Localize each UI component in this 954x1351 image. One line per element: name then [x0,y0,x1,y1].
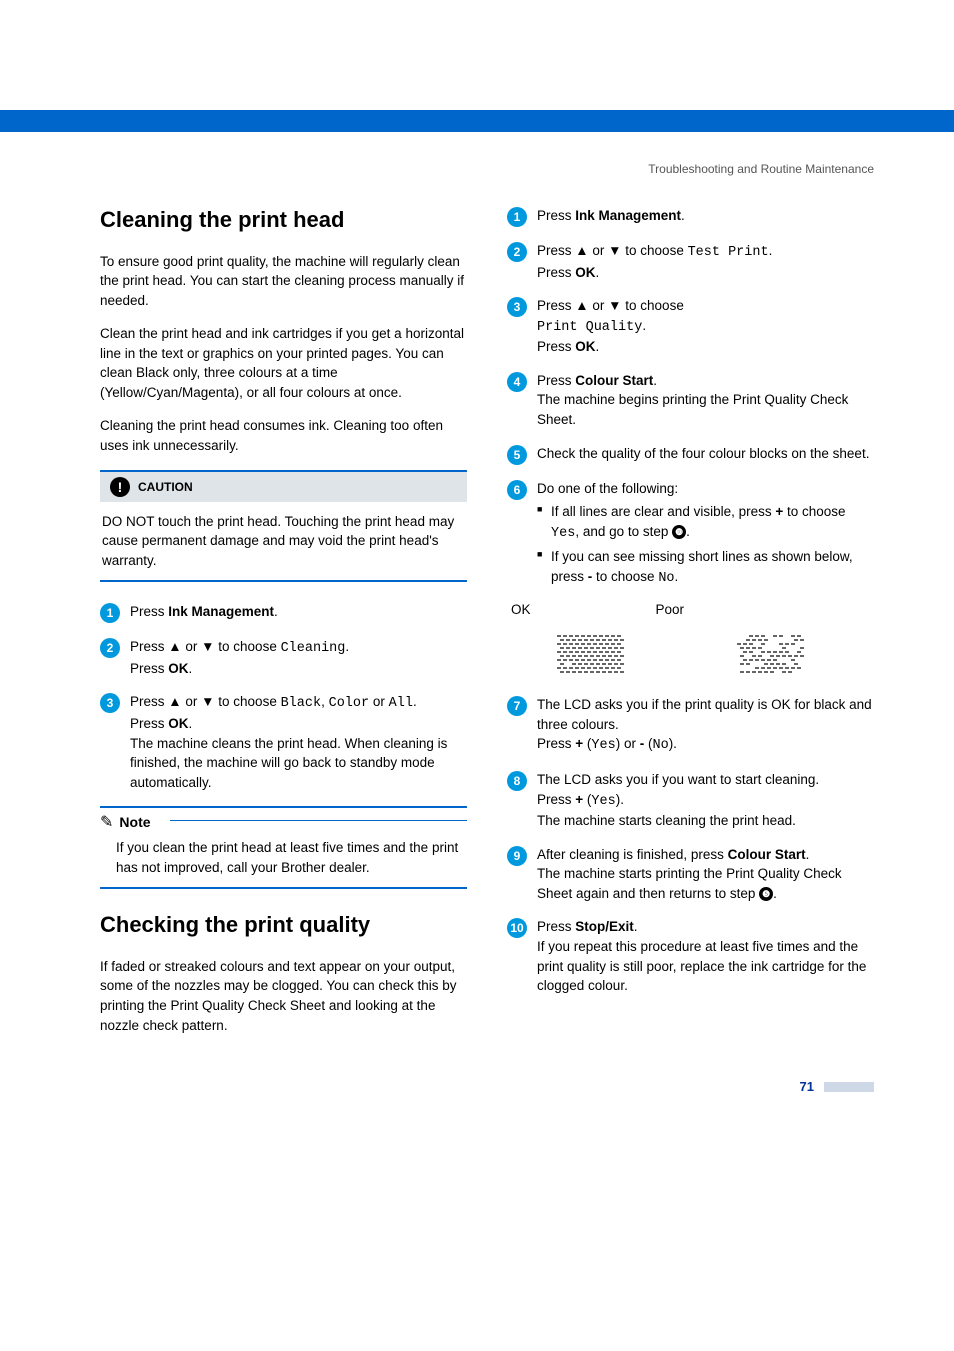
step-body: Do one of the following:If all lines are… [537,479,874,589]
top-band [0,0,954,110]
step: 1 Press Ink Management. [100,602,467,623]
step-body: Press Ink Management. [130,602,467,622]
step-number: 2 [100,638,120,658]
step: 1 Press Ink Management. [507,206,874,227]
note-body: If you clean the print head at least fiv… [100,838,467,877]
step-number: 5 [507,445,527,465]
heading-checking: Checking the print quality [100,911,467,939]
pattern-row [507,633,874,675]
step: 8 The LCD asks you if you want to start c… [507,770,874,831]
caution-icon: ! [110,477,130,497]
step: 7 The LCD asks you if the print quality i… [507,695,874,756]
ok-label: OK [511,602,531,617]
step-body: After cleaning is finished, press Colour… [537,845,874,904]
step: 6 Do one of the following:If all lines ar… [507,479,874,589]
step-number: 8 [507,771,527,791]
step-number: 9 [507,846,527,866]
page-content: Troubleshooting and Routine Maintenance … [0,132,954,1134]
para: To ensure good print quality, the machin… [100,252,467,311]
caution-block: ! CAUTION DO NOT touch the print head. T… [100,470,467,583]
step-body: Press ▲ or ▼ to choosePrint Quality.Pres… [537,296,874,357]
step-number: 2 [507,242,527,262]
poor-label: Poor [656,602,685,617]
step-number: 4 [507,372,527,392]
step-body: Press Stop/Exit.If you repeat this proce… [537,917,874,995]
step: 2 Press ▲ or ▼ to choose Cleaning.Press O… [100,637,467,678]
step-number: 3 [507,297,527,317]
step-body: Press ▲ or ▼ to choose Cleaning.Press OK… [130,637,467,678]
step: 4 Press Colour Start.The machine begins p… [507,371,874,430]
right-column: 1 Press Ink Management. 2 Press ▲ or ▼ to c… [507,206,874,1049]
note-block: ✎ Note If you clean the print head at le… [100,806,467,889]
para: If faded or streaked colours and text ap… [100,957,467,1035]
page-footer: 71 [100,1079,874,1094]
pattern-ok [555,633,625,675]
step-number: 6 [507,480,527,500]
step-body: The LCD asks you if you want to start cl… [537,770,874,831]
right-steps-2: 7 The LCD asks you if the print quality i… [507,695,874,995]
right-steps-1: 1 Press Ink Management. 2 Press ▲ or ▼ to c… [507,206,874,588]
page-bar [824,1082,874,1092]
step: 3 Press ▲ or ▼ to choosePrint Quality.Pre… [507,296,874,357]
running-head: Troubleshooting and Routine Maintenance [100,162,874,176]
left-steps: 1 Press Ink Management. 2 Press ▲ or ▼ to c… [100,602,467,792]
step-number: 7 [507,696,527,716]
heading-cleaning: Cleaning the print head [100,206,467,234]
step-number: 3 [100,693,120,713]
para: Cleaning the print head consumes ink. Cl… [100,416,467,455]
pattern-poor [735,633,805,675]
caution-body: DO NOT touch the print head. Touching th… [100,512,467,581]
step-body: Press ▲ or ▼ to choose Test Print.Press … [537,241,874,282]
step-body: Press Ink Management. [537,206,874,226]
step: 2 Press ▲ or ▼ to choose Test Print.Press… [507,241,874,282]
caution-bar: ! CAUTION [100,470,467,502]
note-label: Note [119,814,154,830]
step-body: Press Colour Start.The machine begins pr… [537,371,874,430]
caution-label: CAUTION [138,480,193,494]
step-number: 10 [507,918,527,938]
step-body: Press ▲ or ▼ to choose Black, Color or A… [130,692,467,792]
page-number: 71 [800,1079,814,1094]
left-column: Cleaning the print head To ensure good p… [100,206,467,1049]
step-number: 1 [507,207,527,227]
step: 10 Press Stop/Exit.If you repeat this pro… [507,917,874,995]
two-columns: Cleaning the print head To ensure good p… [100,206,874,1049]
step: 9 After cleaning is finished, press Colou… [507,845,874,904]
quality-labels: OK Poor [507,602,874,617]
para: Clean the print head and ink cartridges … [100,324,467,402]
blue-band [0,110,954,132]
step-number: 1 [100,603,120,623]
note-icon: ✎ [100,812,113,832]
step-body: The LCD asks you if the print quality is… [537,695,874,756]
step-body: Check the quality of the four colour blo… [537,444,874,464]
step: 3 Press ▲ or ▼ to choose Black, Color or … [100,692,467,792]
step: 5 Check the quality of the four colour bl… [507,444,874,465]
note-head: ✎ Note [100,806,467,832]
